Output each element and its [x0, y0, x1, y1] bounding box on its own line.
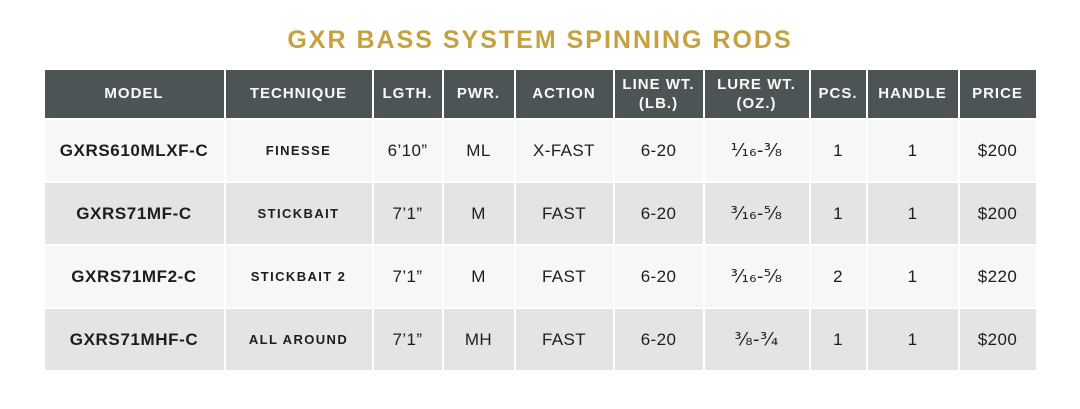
- cell-length: 6’10”: [371, 118, 444, 183]
- cell-action: FAST: [513, 307, 615, 372]
- cell-price: $220: [957, 244, 1038, 309]
- cell-power: M: [441, 181, 516, 246]
- page-title: GXR BASS SYSTEM SPINNING RODS: [287, 26, 793, 54]
- cell-length: 7’1”: [371, 244, 444, 309]
- cell-technique: STICKBAIT: [223, 181, 374, 246]
- cell-action: FAST: [513, 244, 615, 309]
- cell-line-weight: 6-20: [612, 244, 705, 309]
- cell-model: GXRS71MF-C: [42, 181, 226, 246]
- header-cell-model: MODEL: [42, 68, 226, 120]
- cell-handle: 1: [865, 307, 960, 372]
- cell-pieces: 1: [808, 181, 868, 246]
- cell-power: M: [441, 244, 516, 309]
- cell-power: MH: [441, 307, 516, 372]
- table-row: GXRS610MLXF-C FINESSE 6’10” ML X-FAST 6-…: [42, 118, 1038, 183]
- cell-lure-weight: ³⁄₁₆-⁵⁄₈: [702, 244, 811, 309]
- header-cell-lure-weight: LURE WT. (OZ.): [702, 68, 811, 120]
- header-cell-handle: HANDLE: [865, 68, 960, 120]
- spinning-rods-spec-table: MODEL TECHNIQUE LGTH. PWR. ACTION LINE W…: [42, 68, 1038, 372]
- cell-line-weight: 6-20: [612, 181, 705, 246]
- header-cell-line-weight: LINE WT. (LB.): [612, 68, 705, 120]
- cell-handle: 1: [865, 244, 960, 309]
- table-row: GXRS71MHF-C ALL AROUND 7’1” MH FAST 6-20…: [42, 307, 1038, 372]
- cell-model: GXRS610MLXF-C: [42, 118, 226, 183]
- header-cell-pieces: PCS.: [808, 68, 868, 120]
- header-cell-technique: TECHNIQUE: [223, 68, 374, 120]
- cell-lure-weight: ³⁄₈-³⁄₄: [702, 307, 811, 372]
- header-cell-length: LGTH.: [371, 68, 444, 120]
- header-cell-power: PWR.: [441, 68, 516, 120]
- table-row: GXRS71MF2-C STICKBAIT 2 7’1” M FAST 6-20…: [42, 244, 1038, 309]
- cell-lure-weight: ¹⁄₁₆-³⁄₈: [702, 118, 811, 183]
- cell-pieces: 1: [808, 118, 868, 183]
- cell-model: GXRS71MHF-C: [42, 307, 226, 372]
- cell-handle: 1: [865, 181, 960, 246]
- cell-action: FAST: [513, 181, 615, 246]
- cell-handle: 1: [865, 118, 960, 183]
- cell-action: X-FAST: [513, 118, 615, 183]
- cell-pieces: 1: [808, 307, 868, 372]
- cell-line-weight: 6-20: [612, 118, 705, 183]
- cell-technique: ALL AROUND: [223, 307, 374, 372]
- table-header-row: MODEL TECHNIQUE LGTH. PWR. ACTION LINE W…: [42, 68, 1038, 120]
- header-cell-price: PRICE: [957, 68, 1038, 120]
- cell-line-weight: 6-20: [612, 307, 705, 372]
- cell-length: 7’1”: [371, 307, 444, 372]
- cell-pieces: 2: [808, 244, 868, 309]
- cell-model: GXRS71MF2-C: [42, 244, 226, 309]
- table-row: GXRS71MF-C STICKBAIT 7’1” M FAST 6-20 ³⁄…: [42, 181, 1038, 246]
- cell-lure-weight: ³⁄₁₆-⁵⁄₈: [702, 181, 811, 246]
- cell-length: 7’1”: [371, 181, 444, 246]
- header-cell-action: ACTION: [513, 68, 615, 120]
- cell-power: ML: [441, 118, 516, 183]
- cell-technique: STICKBAIT 2: [223, 244, 374, 309]
- cell-technique: FINESSE: [223, 118, 374, 183]
- cell-price: $200: [957, 307, 1038, 372]
- cell-price: $200: [957, 118, 1038, 183]
- cell-price: $200: [957, 181, 1038, 246]
